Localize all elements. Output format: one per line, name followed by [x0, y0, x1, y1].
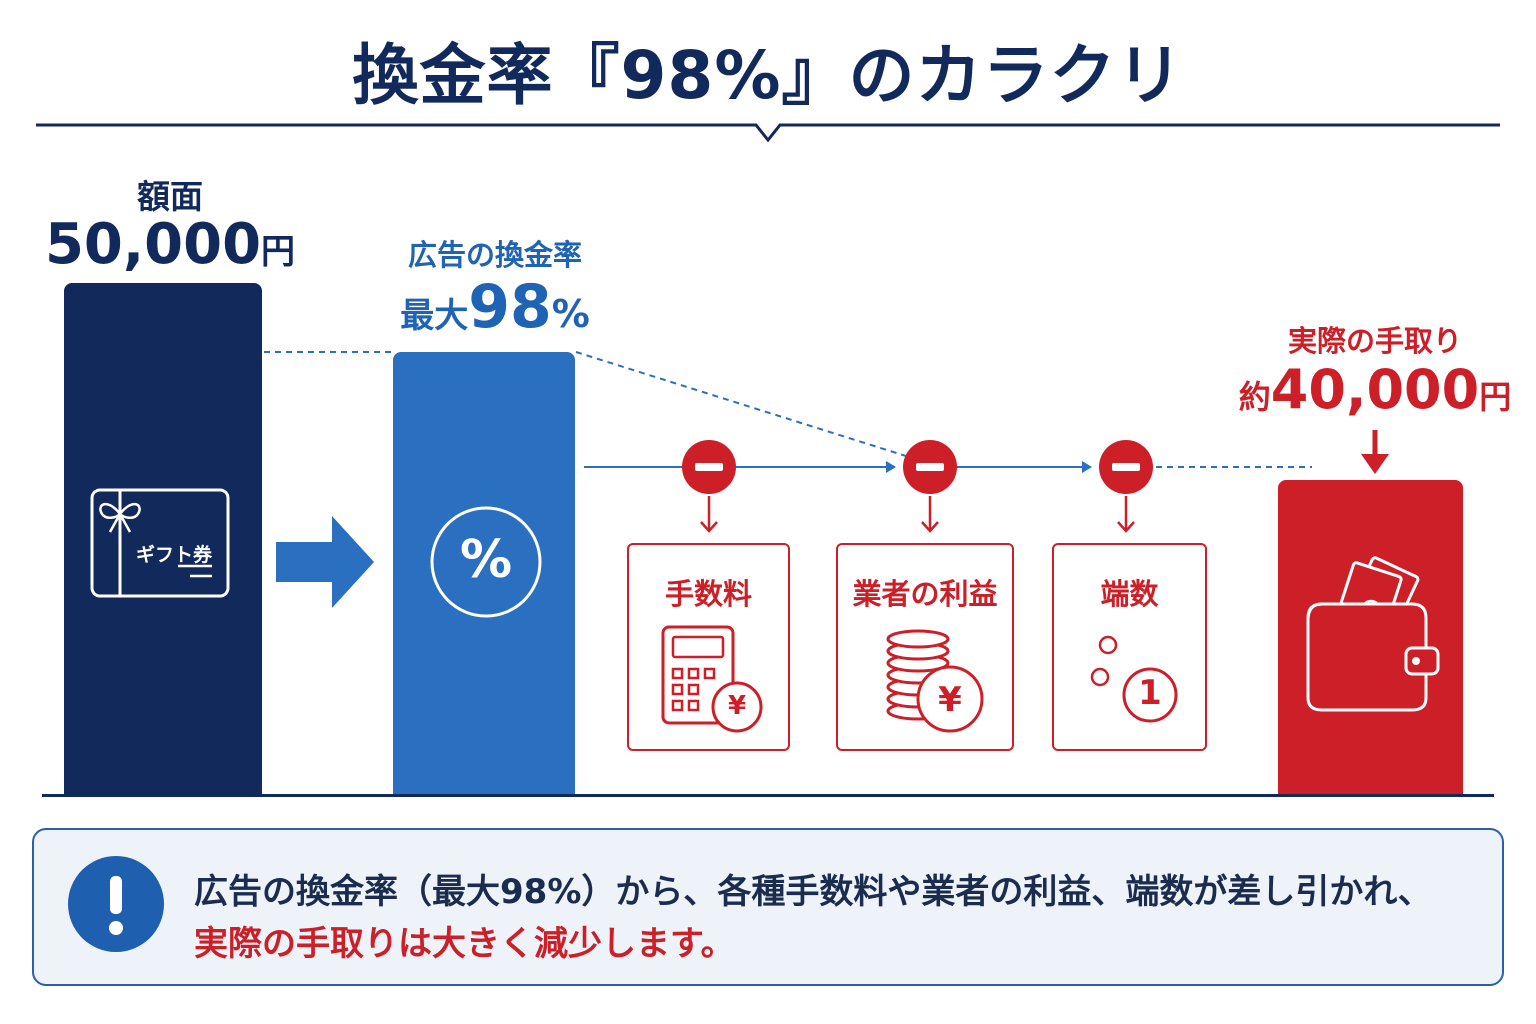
deduction-label: 端数 [1100, 577, 1159, 611]
wallet-icon [1306, 556, 1440, 712]
face-value-unit: 円 [261, 232, 296, 272]
actual-label: 実際の手取り [1287, 324, 1462, 358]
advertised-rate-label: 広告の換金率 [407, 238, 582, 272]
calculator-icon [661, 625, 763, 733]
exclamation-icon [68, 856, 164, 952]
title-divider [36, 123, 1500, 143]
advertised-rate-unit: % [551, 292, 590, 336]
note-line-1: 広告の換金率（最大98%）から、各種手数料や業者の利益、端数が差し引かれ、 [194, 872, 1432, 912]
note-line-2: 実際の手取りは大きく減少します。 [194, 924, 735, 964]
deduction-label: 手数料 [664, 577, 752, 611]
actual-prefix: 約 [1238, 378, 1271, 416]
advertised-rate-value: 最大98% [360, 272, 630, 342]
minus-icon [1099, 440, 1153, 494]
small-change-icon [1090, 635, 1178, 723]
face-value-label: 額面 [137, 177, 203, 216]
right-arrow-icon [276, 516, 374, 608]
actual-number: 40,000 [1270, 358, 1480, 421]
gift-card-label: ギフト券 [135, 544, 212, 566]
coin-number: 1 [1138, 673, 1162, 713]
coins-icon [886, 629, 984, 733]
page-title: 換金率『98%』のカラクリ [352, 37, 1184, 114]
deduction-label: 業者の利益 [852, 577, 998, 611]
minus-icon [903, 440, 957, 494]
face-value-amount: 50,000円 [30, 212, 310, 277]
yen-symbol: ¥ [938, 680, 962, 720]
advertised-rate-prefix: 最大 [400, 296, 469, 336]
note-box: 広告の換金率（最大98%）から、各種手数料や業者の利益、端数が差し引かれ、 実際… [32, 828, 1504, 986]
advertised-rate-bar [393, 352, 575, 796]
minus-icon [682, 440, 736, 494]
yen-symbol: ¥ [727, 691, 747, 721]
face-value-number: 50,000 [44, 212, 262, 277]
percent-symbol: % [459, 530, 513, 590]
deduction-box-fee: 手数料 ¥ [627, 543, 790, 751]
actual-amount: 約40,000円 [1220, 358, 1530, 421]
deduction-box-profit: 業者の利益 ¥ [836, 543, 1014, 751]
advertised-rate-number: 98 [468, 272, 552, 342]
percent-circle-icon [430, 506, 542, 618]
gift-card-icon [90, 488, 230, 598]
deduction-box-fraction: 端数 1 [1052, 543, 1207, 751]
baseline [42, 794, 1494, 797]
actual-unit: 円 [1479, 378, 1512, 416]
